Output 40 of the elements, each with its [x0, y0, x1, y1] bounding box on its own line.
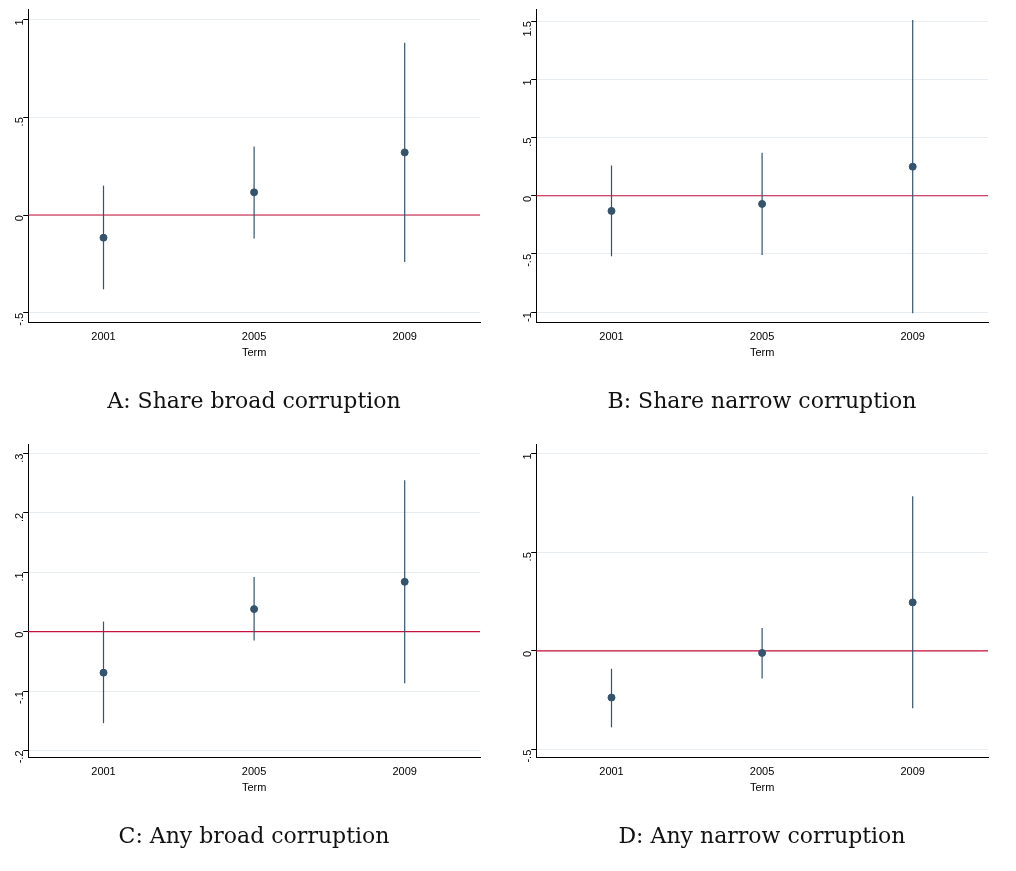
- y-tick-label: .5: [13, 117, 26, 127]
- y-tick-label: -.2: [13, 750, 26, 764]
- y-tick-label: 0: [521, 195, 534, 202]
- y-tick-label: -.5: [521, 253, 534, 267]
- y-tick-label: .5: [521, 552, 534, 562]
- y-tick-label: -.5: [521, 749, 534, 763]
- text: D: Any narrow corruption: [617, 823, 907, 848]
- x-tick-label: 2009: [900, 765, 925, 778]
- y-tick-label: .2: [13, 512, 26, 523]
- y-tick-label: 1: [13, 19, 26, 26]
- y-tick-label: 1.5: [521, 21, 534, 37]
- y-tick-label: -1: [521, 312, 534, 322]
- x-tick-label: 2001: [599, 765, 624, 778]
- y-tick-label: -.1: [13, 691, 26, 704]
- y-tick-label: 0: [521, 650, 534, 658]
- x-tick-label: 2005: [241, 330, 267, 343]
- x-axis-title: Term: [749, 346, 775, 359]
- y-tick-label: -.5: [13, 312, 26, 326]
- x-tick-label: 2005: [749, 765, 775, 778]
- x-tick-label: 2001: [91, 330, 116, 343]
- x-tick-label: 2009: [392, 330, 417, 343]
- y-tick-label: 1: [521, 79, 534, 86]
- x-tick-label: 2005: [749, 330, 775, 343]
- text: A: Share broad corruption: [106, 388, 402, 413]
- text: C: Any broad corruption: [117, 823, 391, 848]
- x-tick-label: 2001: [91, 765, 116, 778]
- y-tick-label: 0: [13, 215, 26, 222]
- x-tick-label: 2005: [241, 765, 267, 778]
- y-tick-label: .5: [521, 137, 534, 147]
- x-axis-title: Term: [241, 781, 267, 794]
- y-tick-label: .3: [13, 453, 26, 463]
- text: B: Share narrow corruption: [606, 388, 918, 413]
- y-tick-label: .1: [13, 572, 26, 582]
- x-tick-label: 2009: [900, 330, 925, 343]
- x-axis-title: Term: [241, 346, 267, 359]
- x-tick-label: 2001: [599, 330, 624, 343]
- y-tick-label: 0: [13, 631, 26, 638]
- y-tick-label: 1: [521, 453, 534, 460]
- x-axis-title: Term: [749, 781, 775, 794]
- x-tick-label: 2009: [392, 765, 417, 778]
